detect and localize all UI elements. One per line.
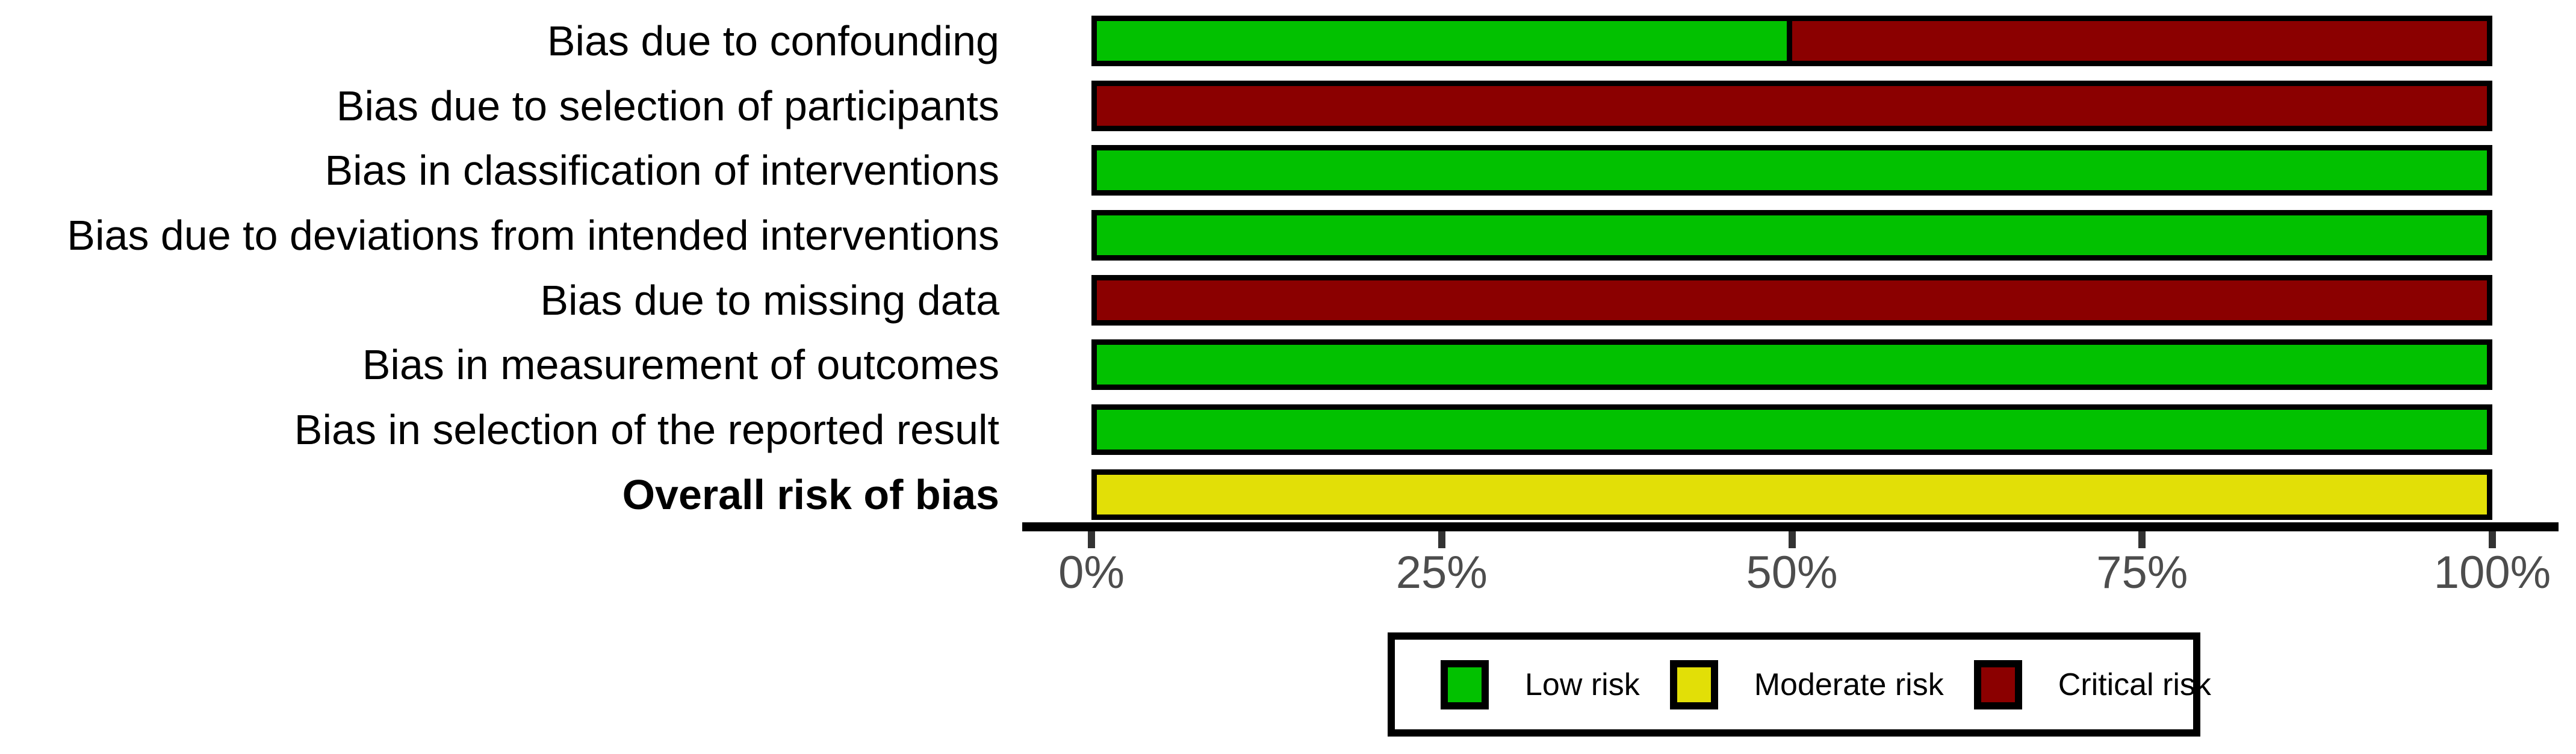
stacked-bar xyxy=(1091,210,2492,261)
axis-tick-0 xyxy=(1088,531,1095,548)
axis-tick-75 xyxy=(2138,531,2146,548)
stacked-bar xyxy=(1091,81,2492,131)
chart-row: Bias in measurement of outcomes xyxy=(0,339,2576,390)
stacked-bar xyxy=(1091,469,2492,520)
stacked-bar xyxy=(1091,339,2492,390)
legend-item-critical-risk: Critical risk xyxy=(1973,660,2211,709)
bar-segment-moderate-risk xyxy=(1091,469,2492,520)
category-label-bias-in-measurement-of-outcomes: Bias in measurement of outcomes xyxy=(362,341,999,388)
chart-row: Bias due to missing data xyxy=(0,275,2576,326)
legend-swatch-low-risk xyxy=(1441,660,1489,709)
bar-segment-low-risk xyxy=(1091,339,2492,390)
category-label-overall-risk-of-bias: Overall risk of bias xyxy=(622,471,999,518)
x-axis-line xyxy=(1022,522,2559,531)
bar-segment-low-risk xyxy=(1091,210,2492,261)
legend-label: Critical risk xyxy=(2058,667,2211,702)
bar-segment-critical-risk xyxy=(1091,275,2492,326)
legend-swatch-moderate-risk xyxy=(1669,660,1718,709)
axis-tick-25 xyxy=(1438,531,1445,548)
axis-tick-label-0: 0% xyxy=(1058,547,1125,598)
stacked-bar xyxy=(1091,404,2492,455)
chart-row: Bias due to confounding xyxy=(0,16,2576,66)
legend-label: Moderate risk xyxy=(1754,667,1944,702)
axis-tick-50 xyxy=(1788,531,1796,548)
chart-row: Bias due to deviations from intended int… xyxy=(0,210,2576,261)
axis-tick-100 xyxy=(2489,531,2496,548)
category-label-bias-due-to-confounding: Bias due to confounding xyxy=(547,17,999,64)
chart-row: Overall risk of bias xyxy=(0,469,2576,520)
stacked-bar xyxy=(1091,145,2492,196)
bar-segment-low-risk xyxy=(1091,145,2492,196)
category-label-bias-in-selection-of-the-reported-result: Bias in selection of the reported result xyxy=(294,406,999,453)
legend: Low risk Moderate risk Critical risk xyxy=(1388,632,2211,737)
category-label-bias-due-to-deviations-from-intended-interventions: Bias due to deviations from intended int… xyxy=(67,212,999,259)
category-label-bias-due-to-selection-of-participants: Bias due to selection of participants xyxy=(336,82,999,129)
category-label-bias-due-to-missing-data: Bias due to missing data xyxy=(540,277,999,324)
bar-segment-critical-risk xyxy=(1786,16,2492,66)
axis-tick-label-75: 75% xyxy=(2096,547,2188,598)
legend-item-moderate-risk: Moderate risk xyxy=(1669,660,1944,709)
stacked-bar xyxy=(1091,16,2492,66)
legend-label: Low risk xyxy=(1525,667,1640,702)
bar-segment-low-risk xyxy=(1091,404,2492,455)
category-label-bias-in-classification-of-interventions: Bias in classification of interventions xyxy=(324,147,999,194)
bar-segment-critical-risk xyxy=(1091,81,2492,131)
chart-row: Bias in classification of interventions xyxy=(0,145,2576,196)
legend-swatch-critical-risk xyxy=(1973,660,2022,709)
stacked-bar xyxy=(1091,275,2492,326)
axis-tick-label-50: 50% xyxy=(1746,547,1838,598)
axis-tick-label-25: 25% xyxy=(1395,547,1488,598)
chart-row: Bias due to selection of participants xyxy=(0,81,2576,131)
axis-tick-label-100: 100% xyxy=(2433,547,2551,598)
legend-item-low-risk: Low risk xyxy=(1441,660,1640,709)
bar-segment-low-risk xyxy=(1091,16,1792,66)
chart-row: Bias in selection of the reported result xyxy=(0,404,2576,455)
